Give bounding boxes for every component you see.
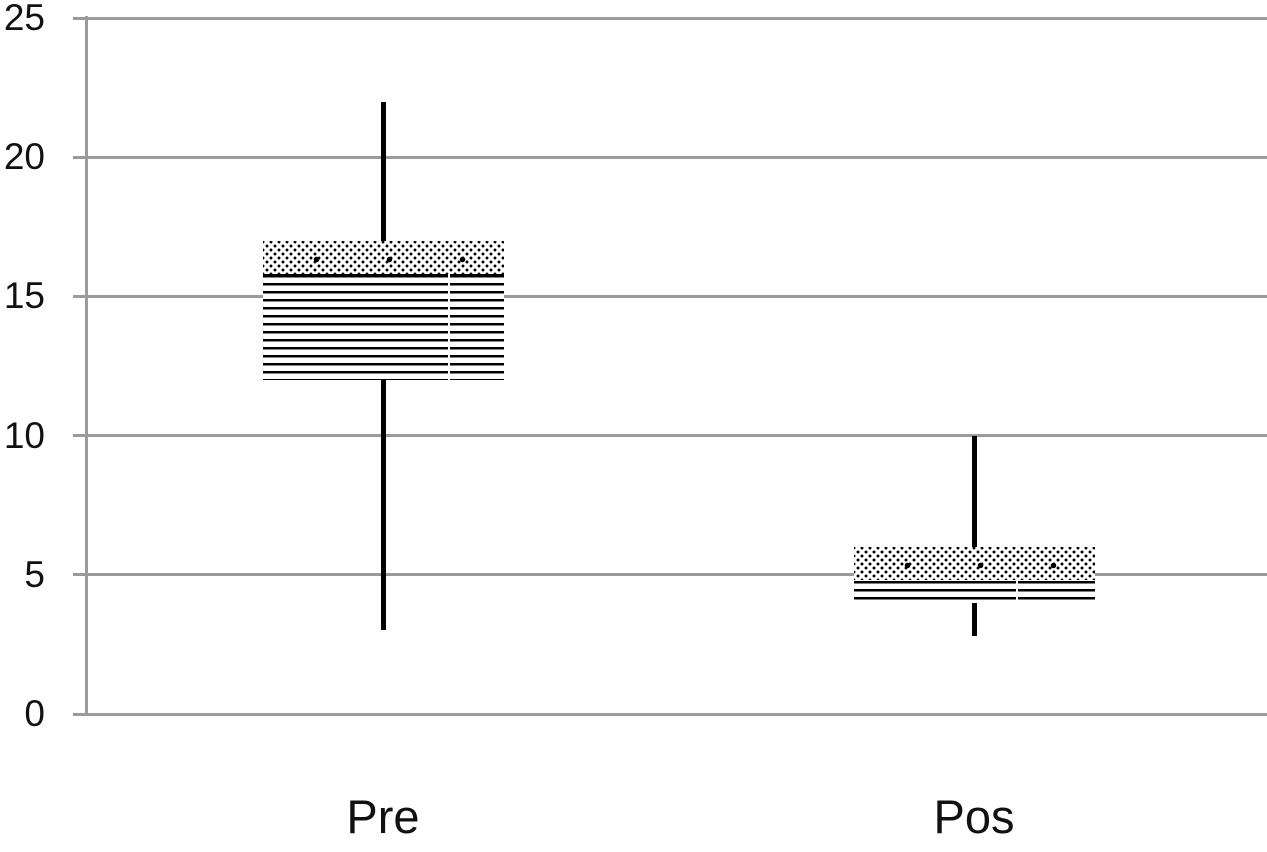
gridline	[73, 573, 1267, 577]
box-upper-segment-dotted	[262, 240, 504, 275]
y-axis-tick-label: 0	[24, 693, 45, 734]
gridline	[73, 712, 1267, 716]
pattern-seam	[448, 274, 451, 380]
y-axis-tick-label: 15	[3, 275, 45, 317]
upper-whisker	[971, 435, 977, 547]
box-lower-segment-lined	[853, 580, 1095, 603]
category-label: Pos	[933, 790, 1015, 843]
lower-whisker	[971, 602, 977, 637]
y-axis-tick-label: 25	[3, 0, 45, 38]
box-lower-segment-lined	[262, 274, 504, 380]
y-axis-tick-label: 10	[3, 414, 45, 456]
gridline	[73, 155, 1267, 159]
gridline	[73, 16, 1267, 20]
y-axis-line	[84, 16, 88, 716]
y-axis-tick-label: 5	[24, 553, 45, 595]
lower-whisker	[380, 379, 386, 631]
pattern-seam	[1016, 580, 1019, 603]
y-axis-tick-label: 20	[3, 136, 45, 178]
gridline	[73, 434, 1267, 438]
box-upper-segment-dotted	[853, 546, 1095, 581]
category-label: Pre	[346, 790, 420, 843]
gridline	[73, 294, 1267, 298]
upper-whisker	[380, 101, 386, 241]
